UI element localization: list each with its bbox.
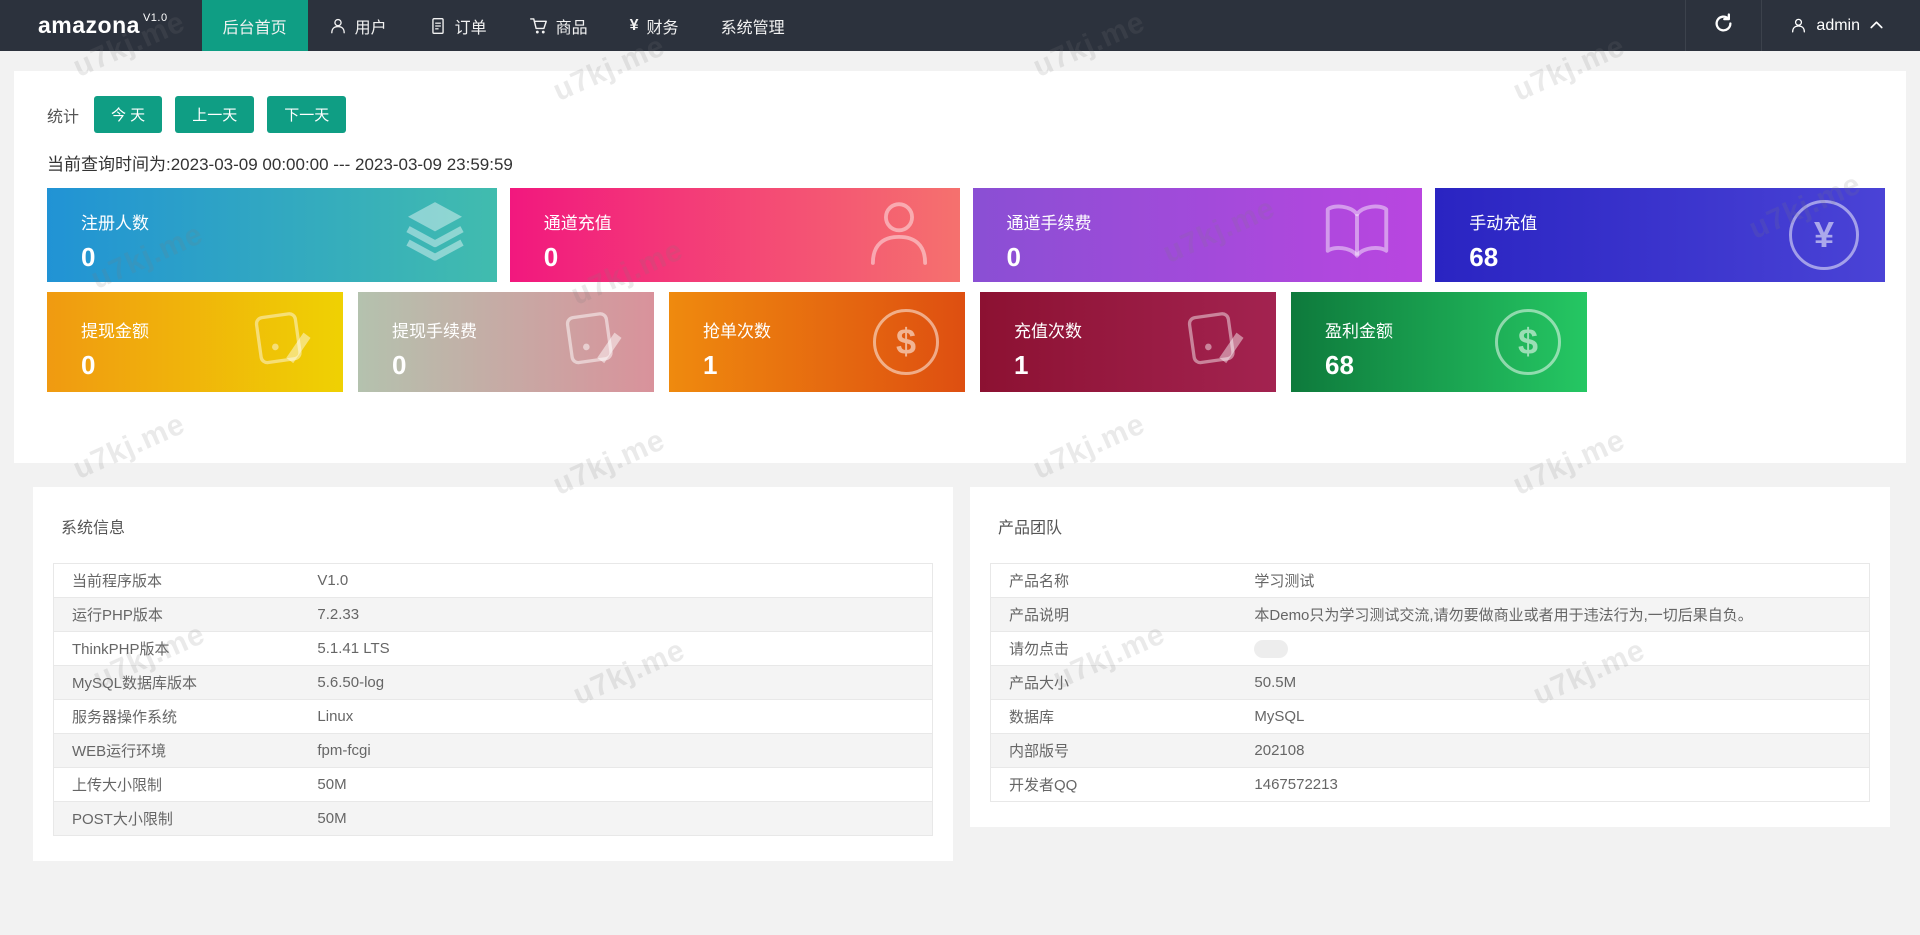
refresh-icon	[1713, 12, 1734, 39]
user-icon	[329, 17, 347, 35]
admin-username: admin	[1816, 16, 1860, 34]
brand-logo[interactable]: amazona V1.0	[0, 0, 202, 51]
chevron-up-icon	[1869, 17, 1884, 35]
menu-item-label: 后台首页	[222, 19, 287, 37]
table-row: 数据库 MySQL	[991, 700, 1869, 734]
note-edit-icon	[557, 302, 632, 381]
stats-panel: 统计 今 天 上一天 下一天 当前查询时间为:2023-03-09 00:00:…	[14, 71, 1906, 463]
menu-item-users[interactable]: 用户	[308, 0, 408, 51]
menu-item-label: 商品	[555, 19, 588, 37]
query-time-text: 当前查询时间为:2023-03-09 00:00:00 --- 2023-03-…	[47, 155, 513, 174]
layers-icon	[399, 199, 471, 272]
stat-card-label: 注册人数	[81, 214, 149, 233]
menu-item-label: 系统管理	[720, 19, 785, 37]
today-button[interactable]: 今 天	[94, 96, 163, 133]
open-book-icon	[1318, 200, 1396, 271]
stat-card-profit-amount: 盈利金额 68 $	[1291, 292, 1587, 392]
panel-title: 系统信息	[61, 520, 126, 537]
top-navbar: amazona V1.0 后台首页 用户 订单 商品 ¥ 财务	[0, 0, 1920, 51]
stat-cards-row-1: 注册人数 0 通道充值 0 通道手续费 0	[35, 188, 1885, 282]
next-day-button[interactable]: 下一天	[267, 96, 347, 133]
document-icon	[429, 17, 447, 35]
stat-card-label: 手动充值	[1469, 214, 1538, 233]
dollar-circle-icon: $	[1495, 309, 1561, 375]
table-row: 请勿点击	[991, 632, 1869, 666]
stat-card-recharge-count: 充值次数 1	[980, 292, 1276, 392]
system-info-panel: 系统信息 当前程序版本 V1.0 运行PHP版本 7.2.33 ThinkPHP…	[33, 487, 953, 861]
stat-cards-row-2: 提现金额 0 提现手续费 0 抢单次数 1 $	[35, 292, 1885, 392]
table-row: 内部版号 202108	[991, 734, 1869, 768]
brand-name: amazona	[38, 12, 140, 38]
menu-item-label: 财务	[646, 19, 679, 37]
stat-card-label: 充值次数	[1014, 322, 1082, 341]
stat-card-channel-fee: 通道手续费 0	[972, 188, 1423, 282]
stat-card-withdraw-amount: 提现金额 0	[47, 292, 343, 392]
table-row: 产品说明 本Demo只为学习测试交流,请勿要做商业或者用于违法行为,一切后果自负…	[991, 598, 1869, 632]
table-row: 产品名称 学习测试	[991, 564, 1869, 598]
stat-card-value: 1	[703, 350, 718, 380]
table-row: POST大小限制 50M	[54, 802, 932, 835]
do-not-click-pill[interactable]	[1254, 639, 1289, 658]
cart-icon	[529, 16, 548, 35]
menu-item-orders[interactable]: 订单	[408, 0, 508, 51]
stat-card-label: 通道手续费	[1006, 214, 1092, 233]
info-panels: 系统信息 当前程序版本 V1.0 运行PHP版本 7.2.33 ThinkPHP…	[33, 487, 1906, 861]
stat-card-value: 0	[1006, 242, 1021, 272]
stat-card-value: 0	[392, 350, 407, 380]
product-team-panel: 产品团队 产品名称 学习测试 产品说明 本Demo只为学习测试交流,请勿要做商业…	[970, 487, 1890, 827]
table-row: 开发者QQ 1467572213	[991, 768, 1869, 801]
table-row: 当前程序版本 V1.0	[54, 564, 932, 598]
navbar-right: admin	[1685, 0, 1920, 51]
table-row: 产品大小 50.5M	[991, 666, 1869, 700]
stat-card-value: 0	[81, 242, 96, 272]
menu-item-dashboard[interactable]: 后台首页	[201, 0, 308, 51]
system-info-table: 当前程序版本 V1.0 运行PHP版本 7.2.33 ThinkPHP版本 5.…	[53, 563, 933, 836]
note-edit-icon	[246, 302, 321, 381]
stat-card-label: 提现金额	[81, 322, 149, 341]
stat-card-value: 68	[1469, 242, 1499, 272]
stat-card-value: 0	[543, 242, 559, 272]
table-row: 服务器操作系统 Linux	[54, 700, 932, 734]
person-icon	[864, 196, 934, 275]
panel-title: 产品团队	[998, 520, 1063, 537]
menu-item-finance[interactable]: ¥ 财务	[609, 0, 700, 51]
stat-card-value: 1	[1014, 350, 1029, 380]
stat-card-manual-recharge: 手动充值 68 ¥	[1435, 188, 1885, 282]
menu-item-label: 用户	[354, 19, 387, 37]
note-edit-icon	[1179, 302, 1254, 381]
menu-item-goods[interactable]: 商品	[508, 0, 609, 51]
table-row: 运行PHP版本 7.2.33	[54, 598, 932, 632]
stat-card-label: 提现手续费	[392, 322, 477, 341]
menu-item-system[interactable]: 系统管理	[700, 0, 806, 51]
yen-circle-icon: ¥	[1789, 200, 1859, 270]
stat-card-withdraw-fee: 提现手续费 0	[358, 292, 654, 392]
previous-day-button[interactable]: 上一天	[175, 96, 255, 133]
table-row: MySQL数据库版本 5.6.50-log	[54, 666, 932, 700]
stat-card-label: 抢单次数	[703, 322, 771, 341]
stat-card-grab-order-count: 抢单次数 1 $	[669, 292, 965, 392]
stat-card-registered-users: 注册人数 0	[47, 188, 497, 282]
page-content: 统计 今 天 上一天 下一天 当前查询时间为:2023-03-09 00:00:…	[0, 51, 1920, 861]
user-icon	[1790, 17, 1807, 34]
admin-dropdown[interactable]: admin	[1761, 0, 1920, 51]
product-team-table: 产品名称 学习测试 产品说明 本Demo只为学习测试交流,请勿要做商业或者用于违…	[990, 563, 1870, 802]
table-row: 上传大小限制 50M	[54, 768, 932, 802]
stat-card-value: 0	[81, 350, 96, 380]
brand-version: V1.0	[142, 11, 168, 24]
stats-label: 统计	[47, 108, 80, 126]
refresh-button[interactable]	[1685, 0, 1761, 51]
table-row: ThinkPHP版本 5.1.41 LTS	[54, 632, 932, 666]
dollar-circle-icon: $	[873, 309, 939, 375]
stat-card-label: 盈利金额	[1325, 322, 1393, 341]
stat-card-label: 通道充值	[543, 214, 612, 233]
stat-card-value: 68	[1325, 350, 1354, 380]
menu-item-label: 订单	[454, 19, 487, 37]
stats-toolbar: 统计 今 天 上一天 下一天	[35, 96, 1885, 133]
stat-card-channel-recharge: 通道充值 0	[509, 188, 960, 282]
main-menu: 后台首页 用户 订单 商品 ¥ 财务 系统管理	[201, 0, 806, 51]
yen-icon: ¥	[629, 16, 639, 34]
table-row: WEB运行环境 fpm-fcgi	[54, 734, 932, 768]
